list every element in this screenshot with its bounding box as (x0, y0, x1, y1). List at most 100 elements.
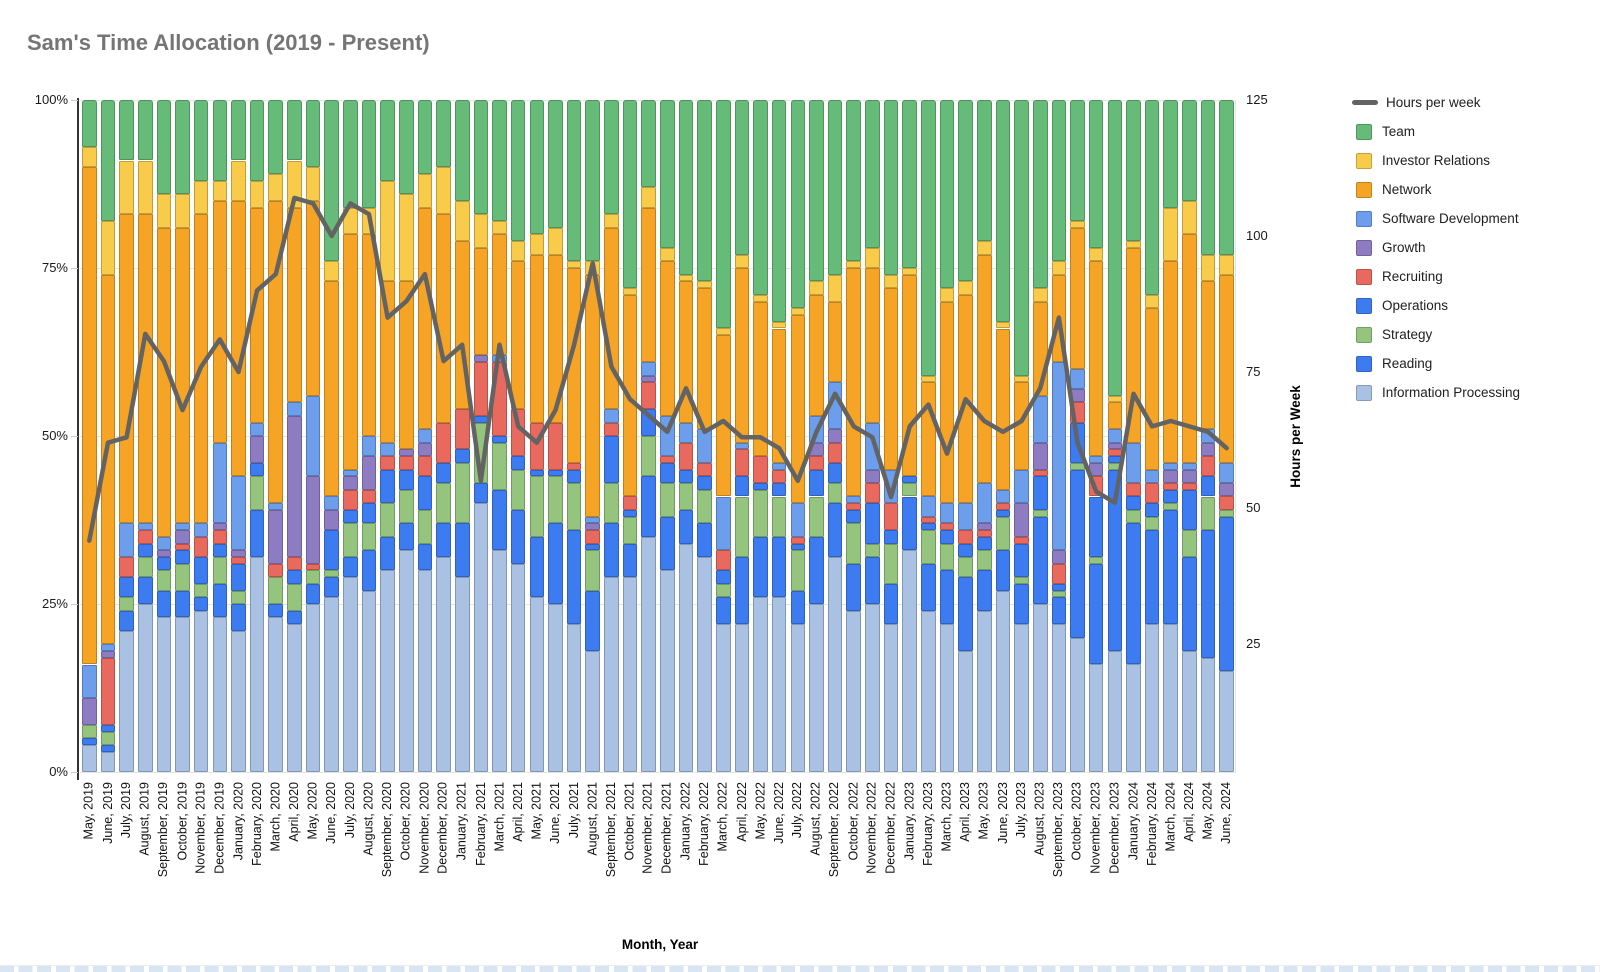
bar-segment-software-development[interactable] (827, 382, 843, 430)
bar-segment-reading[interactable] (156, 590, 172, 618)
bar-segment-network[interactable] (417, 207, 433, 430)
bar-segment-recruiting[interactable] (510, 409, 526, 457)
bar-segment-recruiting[interactable] (529, 422, 545, 470)
bar-june-2020[interactable] (324, 100, 339, 772)
bar-segment-software-development[interactable] (231, 476, 246, 551)
bar-segment-network[interactable] (641, 207, 656, 363)
bar-segment-investor-relations[interactable] (1163, 207, 1179, 262)
bar-segment-network[interactable] (82, 167, 97, 665)
bar-segment-software-development[interactable] (1107, 429, 1123, 443)
bar-segment-network[interactable] (473, 247, 489, 356)
bar-segment-information-processing[interactable] (1219, 671, 1234, 772)
bar-segment-investor-relations[interactable] (715, 328, 731, 336)
bar-segment-reading[interactable] (1088, 563, 1104, 665)
bar-segment-team[interactable] (492, 100, 507, 221)
bar-september-2022[interactable] (827, 100, 843, 772)
bar-segment-information-processing[interactable] (1032, 604, 1048, 772)
bar-segment-reading[interactable] (995, 550, 1011, 591)
bar-july-2020[interactable] (343, 100, 358, 772)
bar-segment-software-development[interactable] (193, 523, 209, 537)
bar-segment-operations[interactable] (175, 550, 190, 564)
bar-segment-operations[interactable] (902, 476, 917, 484)
bar-segment-growth[interactable] (268, 509, 284, 564)
bar-segment-team[interactable] (790, 100, 806, 309)
bar-segment-network[interactable] (865, 268, 880, 423)
bar-segment-strategy[interactable] (417, 509, 433, 544)
bar-segment-strategy[interactable] (343, 523, 358, 557)
bar-segment-team[interactable] (454, 100, 470, 201)
bar-segment-network[interactable] (212, 200, 228, 443)
bar-segment-growth[interactable] (398, 449, 414, 457)
bar-segment-operations[interactable] (1051, 583, 1067, 591)
bar-segment-team[interactable] (175, 100, 190, 195)
bar-segment-information-processing[interactable] (249, 556, 265, 772)
bar-segment-team[interactable] (287, 100, 302, 161)
bar-segment-reading[interactable] (790, 590, 806, 625)
bar-segment-network[interactable] (1163, 261, 1179, 463)
bar-segment-investor-relations[interactable] (976, 241, 992, 255)
bar-april-2022[interactable] (734, 100, 750, 772)
bar-december-2023[interactable] (1107, 100, 1123, 772)
bar-october-2022[interactable] (846, 100, 862, 772)
bar-segment-information-processing[interactable] (771, 597, 787, 772)
bar-segment-reading[interactable] (622, 543, 638, 578)
bar-segment-software-development[interactable] (492, 355, 507, 363)
bar-segment-operations[interactable] (380, 469, 395, 504)
bar-segment-network[interactable] (566, 268, 582, 463)
bar-segment-network[interactable] (827, 301, 843, 383)
bar-segment-strategy[interactable] (734, 496, 750, 557)
bar-segment-strategy[interactable] (380, 503, 395, 537)
bar-segment-team[interactable] (883, 100, 899, 275)
bar-segment-software-development[interactable] (715, 496, 731, 551)
bar-segment-recruiting[interactable] (473, 362, 489, 416)
bar-segment-operations[interactable] (249, 462, 265, 477)
bar-segment-investor-relations[interactable] (193, 180, 209, 215)
bar-segment-software-development[interactable] (1219, 462, 1234, 484)
bar-segment-team[interactable] (268, 100, 284, 174)
bar-segment-team[interactable] (82, 100, 97, 148)
bar-segment-network[interactable] (305, 200, 321, 396)
bar-segment-software-development[interactable] (1126, 442, 1141, 484)
bar-segment-investor-relations[interactable] (865, 247, 880, 268)
bar-segment-investor-relations[interactable] (380, 180, 395, 282)
bar-segment-team[interactable] (548, 100, 563, 228)
bar-segment-investor-relations[interactable] (361, 207, 377, 235)
bar-segment-network[interactable] (529, 254, 545, 423)
bar-segment-information-processing[interactable] (958, 651, 973, 772)
bar-segment-growth[interactable] (809, 442, 824, 457)
bar-segment-information-processing[interactable] (287, 624, 302, 772)
bar-segment-growth[interactable] (417, 442, 433, 457)
bar-segment-operations[interactable] (324, 530, 339, 571)
bar-segment-information-processing[interactable] (156, 617, 172, 772)
bar-segment-reading[interactable] (1126, 523, 1141, 665)
bar-segment-recruiting[interactable] (678, 442, 694, 470)
bar-segment-strategy[interactable] (902, 483, 917, 497)
bar-segment-strategy[interactable] (119, 597, 134, 611)
bar-segment-strategy[interactable] (827, 483, 843, 504)
bar-segment-growth[interactable] (156, 550, 172, 557)
bar-segment-recruiting[interactable] (212, 530, 228, 544)
bar-segment-network[interactable] (678, 281, 694, 423)
bar-segment-software-development[interactable] (641, 362, 656, 376)
bar-segment-recruiting[interactable] (548, 422, 563, 470)
bar-segment-network[interactable] (1182, 234, 1197, 463)
bar-august-2019[interactable] (137, 100, 153, 772)
bar-segment-reading[interactable] (82, 738, 97, 746)
bar-segment-recruiting[interactable] (1088, 476, 1104, 497)
bar-segment-team[interactable] (1144, 100, 1160, 295)
bar-segment-network[interactable] (343, 234, 358, 470)
bar-segment-recruiting[interactable] (492, 362, 507, 436)
bar-segment-reading[interactable] (492, 489, 507, 551)
bar-segment-investor-relations[interactable] (1014, 375, 1029, 383)
bar-segment-operations[interactable] (417, 476, 433, 510)
bar-segment-network[interactable] (715, 335, 731, 497)
bar-june-2023[interactable] (995, 100, 1011, 772)
bar-segment-investor-relations[interactable] (1051, 261, 1067, 275)
bar-segment-team[interactable] (604, 100, 619, 215)
bar-segment-operations[interactable] (660, 462, 675, 484)
bar-segment-reading[interactable] (361, 550, 377, 591)
bar-segment-growth[interactable] (1032, 442, 1048, 470)
bar-segment-team[interactable] (380, 100, 395, 181)
bar-segment-recruiting[interactable] (454, 409, 470, 450)
bar-segment-recruiting[interactable] (697, 462, 712, 477)
